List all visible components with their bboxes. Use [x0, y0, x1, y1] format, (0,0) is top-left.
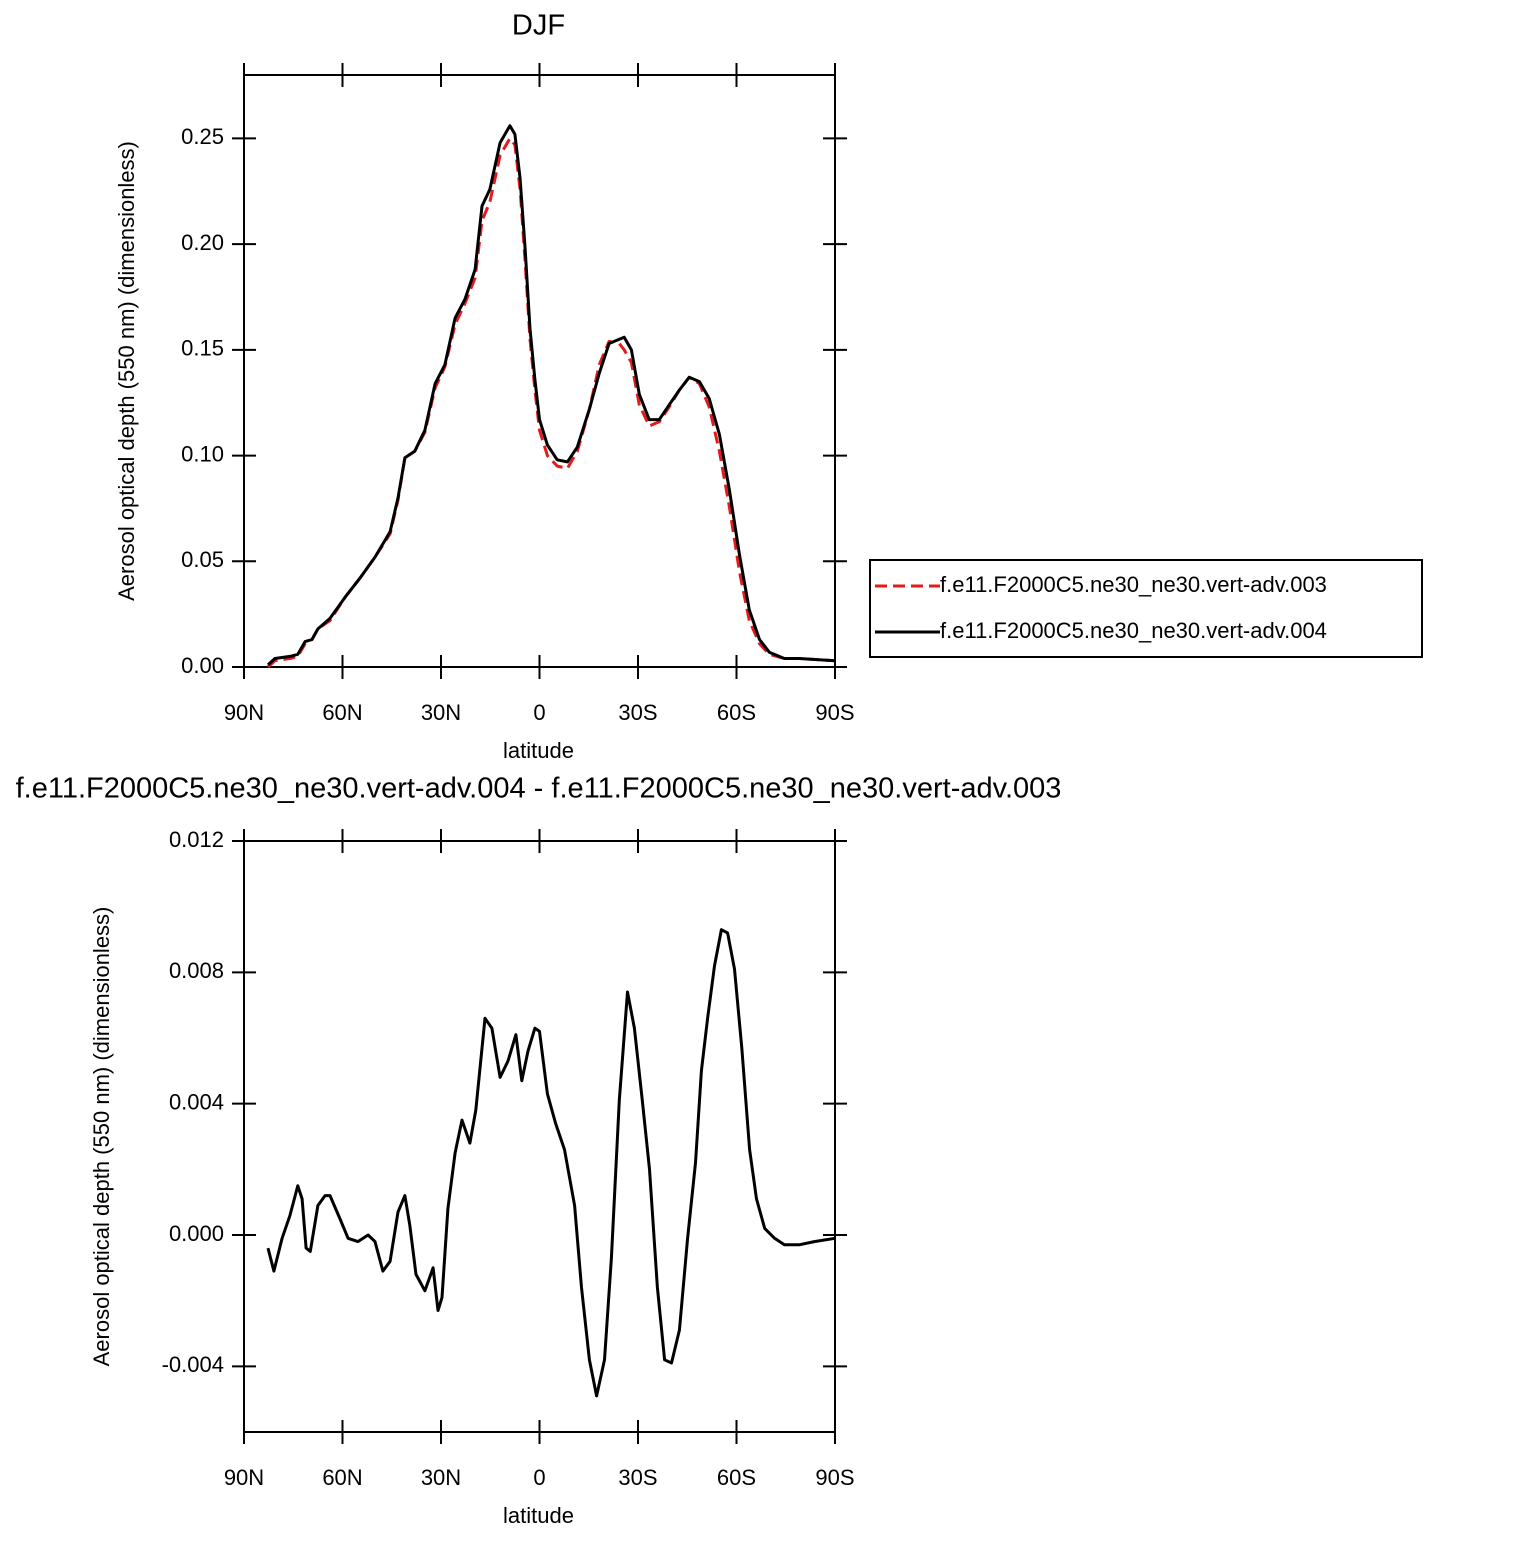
y-tick-label: 0.012 [169, 827, 224, 852]
data-line [266, 928, 836, 1398]
plot-frame [243, 840, 836, 1433]
chart-title: f.e11.F2000C5.ne30_ne30.vert-adv.004 - f… [16, 773, 1062, 805]
x-tick-label: 60S [717, 700, 756, 725]
x-tick-label: 60N [322, 1465, 362, 1490]
y-tick-label: 0.000 [169, 1221, 224, 1246]
y-tick-label: 0.008 [169, 958, 224, 983]
x-tick-label: 60N [322, 700, 362, 725]
legend-box [869, 559, 1423, 658]
legend-label: f.e11.F2000C5.ne30_ne30.vert-adv.003 [940, 572, 1327, 597]
chart-title: DJF [512, 10, 565, 42]
x-tick-label: 0 [533, 700, 545, 725]
x-tick-label: 90S [815, 1465, 854, 1490]
y-axis-label: Aerosol optical depth (550 nm) (dimensio… [114, 141, 139, 601]
x-tick-label: 30S [618, 700, 657, 725]
x-tick-label: 30N [421, 700, 461, 725]
y-axis-label: Aerosol optical depth (550 nm) (dimensio… [89, 907, 114, 1367]
y-tick-label: 0.10 [181, 441, 224, 466]
x-tick-label: 30S [618, 1465, 657, 1490]
x-tick-label: 30N [421, 1465, 461, 1490]
y-tick-label: 0.004 [169, 1089, 224, 1114]
y-tick-label: 0.20 [181, 230, 224, 255]
legend-label: f.e11.F2000C5.ne30_ne30.vert-adv.004 [940, 618, 1327, 643]
x-axis-label: latitude [503, 738, 574, 763]
x-tick-label: 0 [533, 1465, 545, 1490]
x-tick-label: 90S [815, 700, 854, 725]
x-tick-label: 90N [224, 700, 264, 725]
plot-frame [243, 74, 836, 668]
y-tick-label: 0.05 [181, 547, 224, 572]
x-axis-label: latitude [503, 1503, 574, 1528]
y-tick-label: 0.00 [181, 653, 224, 678]
data-line [266, 124, 836, 666]
y-tick-label: 0.15 [181, 336, 224, 361]
x-tick-label: 60S [717, 1465, 756, 1490]
x-tick-label: 90N [224, 1465, 264, 1490]
y-tick-label: 0.25 [181, 124, 224, 149]
y-tick-label: -0.004 [162, 1352, 224, 1377]
